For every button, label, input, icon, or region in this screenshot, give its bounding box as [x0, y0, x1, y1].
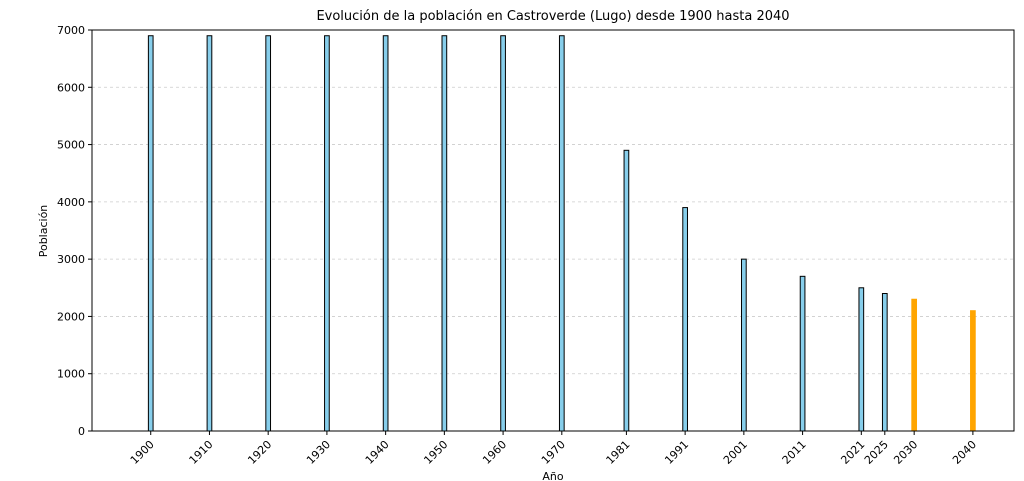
x-axis-label: Año [542, 470, 563, 481]
bar-2040 [970, 310, 976, 432]
bar-2025 [881, 293, 888, 432]
bar-1981 [623, 149, 630, 432]
y-axis-label: Población [37, 205, 50, 258]
bar-1910 [206, 35, 213, 432]
bar-1991 [682, 207, 688, 432]
y-tick-label: 7000 [57, 24, 85, 37]
bar-1930 [324, 35, 330, 432]
bar-1960 [500, 35, 506, 432]
bar-2030 [911, 298, 918, 432]
y-tick-label: 4000 [57, 196, 85, 209]
chart-title: Evolución de la población en Castroverde… [316, 9, 789, 24]
bar-1920 [265, 35, 272, 432]
y-tick-label: 2000 [57, 310, 85, 323]
bar-1940 [382, 35, 389, 432]
y-tick-label: 6000 [57, 81, 85, 94]
bar-1950 [441, 35, 448, 432]
y-tick-label: 5000 [57, 139, 85, 152]
y-tick-label: 3000 [57, 253, 85, 266]
y-tick-label: 1000 [57, 368, 85, 381]
bar-2021 [858, 287, 865, 432]
plot-frame [91, 29, 1015, 432]
y-tick-label: 0 [78, 425, 85, 438]
bar-1900 [147, 35, 154, 432]
bar-2011 [799, 275, 806, 432]
bar-1970 [558, 35, 565, 432]
bar-2001 [741, 258, 747, 432]
